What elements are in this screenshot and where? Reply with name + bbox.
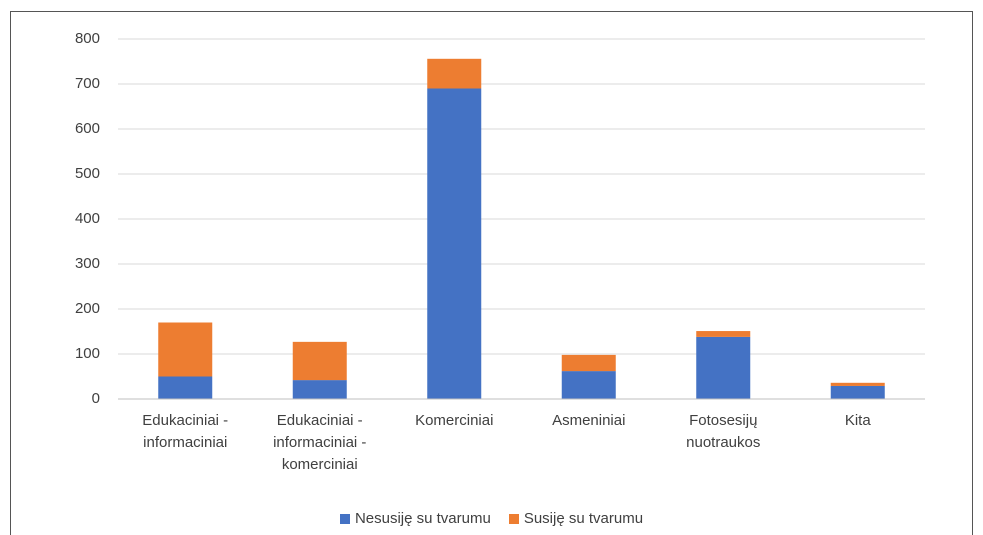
bar-segment bbox=[696, 331, 751, 337]
legend-label: Nesusiję su tvarumu bbox=[354, 510, 491, 527]
y-tick-label: 500 bbox=[75, 165, 100, 182]
bar-segment bbox=[292, 341, 347, 381]
y-tick-label: 200 bbox=[75, 300, 100, 317]
legend-item: Nesusiję su tvarumu bbox=[339, 510, 491, 527]
bar-segment bbox=[292, 380, 347, 399]
y-tick-label: 600 bbox=[75, 120, 100, 137]
y-tick-label: 800 bbox=[75, 30, 100, 47]
bar-segment bbox=[830, 382, 885, 386]
bar-segment bbox=[830, 385, 885, 399]
bar-segment bbox=[561, 354, 616, 372]
legend: Nesusiję su tvarumu Susiję su tvarumu bbox=[0, 510, 983, 527]
bar-segment bbox=[696, 336, 751, 399]
x-tick-label: Asmeniniai bbox=[552, 412, 626, 429]
bar-segment bbox=[561, 371, 616, 399]
x-tick-label: Edukaciniai - informaciniai bbox=[142, 412, 229, 451]
bar-segment bbox=[427, 58, 482, 89]
legend-swatch bbox=[339, 513, 350, 524]
legend-item: Susiję su tvarumu bbox=[508, 510, 644, 527]
frame bbox=[10, 11, 973, 535]
y-tick-label: 400 bbox=[75, 210, 100, 227]
y-tick-label: 300 bbox=[75, 255, 100, 272]
x-tick-label: Edukaciniai - informaciniai - komercinia… bbox=[273, 412, 367, 473]
bar-segment bbox=[427, 88, 482, 399]
x-tick-label: Komerciniai bbox=[415, 412, 494, 429]
x-tick-label: Fotosesijų nuotraukos bbox=[686, 412, 761, 451]
y-tick-label: 700 bbox=[75, 75, 100, 92]
x-tick-label: Kita bbox=[844, 412, 871, 429]
bar-segment bbox=[158, 376, 213, 399]
legend-swatch bbox=[508, 513, 519, 524]
y-tick-label: 0 bbox=[92, 390, 100, 407]
y-tick-label: 100 bbox=[75, 345, 100, 362]
legend-label: Susiję su tvarumu bbox=[523, 510, 644, 527]
bar-segment bbox=[158, 322, 213, 377]
